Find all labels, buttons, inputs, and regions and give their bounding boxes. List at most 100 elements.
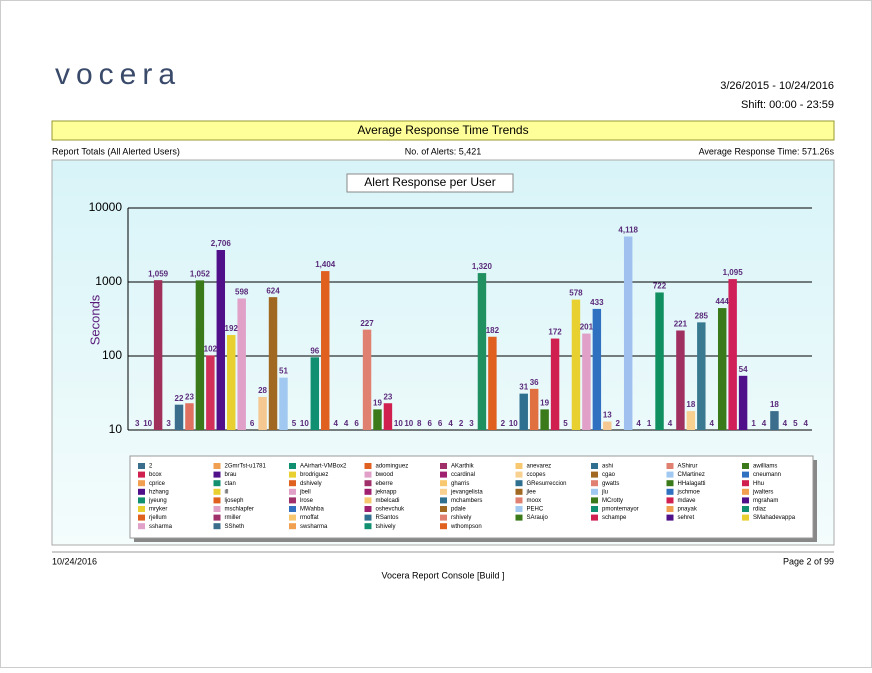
value-label: 3 xyxy=(166,419,171,428)
legend-label: jeknapp xyxy=(375,489,398,495)
legend-label: jlee xyxy=(526,489,537,495)
legend-swatch xyxy=(666,471,674,478)
chart-title: Alert Response per User xyxy=(364,175,495,189)
legend-label: 2GmrTst-u1781 xyxy=(225,464,267,470)
legend-swatch xyxy=(515,488,523,495)
legend-swatch xyxy=(666,497,674,504)
value-label: 5 xyxy=(292,419,297,428)
legend-label: swsharma xyxy=(300,524,328,530)
bar xyxy=(603,421,612,430)
legend-label: ill xyxy=(225,489,229,495)
legend-swatch xyxy=(515,497,523,504)
value-label: 221 xyxy=(674,320,688,329)
value-label: 192 xyxy=(225,324,239,333)
legend-label: AAirhart-VMBox2 xyxy=(300,464,347,470)
value-label: 102 xyxy=(204,344,218,353)
legend-swatch xyxy=(666,463,674,469)
legend-label: MWahba xyxy=(300,507,324,513)
bar xyxy=(623,236,633,430)
value-label: 10 xyxy=(143,419,152,428)
legend-swatch xyxy=(364,506,372,512)
legend-label: jschmoe xyxy=(677,489,701,495)
chart-title-box xyxy=(346,173,514,193)
value-label: 4 xyxy=(344,419,349,428)
legend-label: CMartinez xyxy=(678,472,705,478)
legend-label: oshevchuk xyxy=(376,507,406,513)
bar xyxy=(592,308,602,430)
bar xyxy=(488,336,497,430)
legend-label: bwood xyxy=(376,472,394,478)
legend-label: lrose xyxy=(300,498,314,504)
value-label: 96 xyxy=(310,346,319,355)
value-label: 4 xyxy=(762,419,767,428)
y-tick-label: 10000 xyxy=(89,200,123,214)
legend-swatch xyxy=(213,497,221,504)
legend-swatch xyxy=(742,463,749,469)
legend-swatch xyxy=(138,471,145,478)
bar xyxy=(185,403,194,430)
value-label: 4 xyxy=(636,419,641,428)
value-label: 19 xyxy=(373,398,382,407)
value-label: 4 xyxy=(448,419,453,428)
legend-swatch xyxy=(364,488,372,495)
value-label: 285 xyxy=(695,311,709,320)
value-label: 54 xyxy=(739,365,748,374)
legend-label: moox xyxy=(527,498,542,504)
legend-swatch xyxy=(364,480,372,487)
legend-label: anevarez xyxy=(527,464,552,470)
legend-label: rmoffat xyxy=(300,515,319,521)
legend-swatch xyxy=(289,471,296,478)
value-label: 433 xyxy=(590,298,604,307)
legend-swatch xyxy=(364,497,372,504)
legend-swatch xyxy=(742,514,749,521)
value-label: 6 xyxy=(250,419,255,428)
legend-label: jbell xyxy=(299,489,311,495)
bar xyxy=(728,279,737,430)
bar xyxy=(321,271,330,430)
bar xyxy=(717,308,727,430)
bar xyxy=(676,330,685,430)
legend-swatch xyxy=(213,506,221,512)
bar xyxy=(550,338,560,430)
bar xyxy=(174,404,184,430)
legend-swatch xyxy=(138,463,145,469)
bar xyxy=(738,375,748,430)
legend-label: RSantos xyxy=(376,515,399,521)
value-label: 10 xyxy=(509,419,518,428)
legend-label: wthompson xyxy=(450,524,482,530)
legend-label: rshively xyxy=(451,515,471,521)
legend-label: ccardinal xyxy=(451,472,475,478)
legend-label: mryker xyxy=(149,507,167,513)
legend-swatch xyxy=(515,514,523,521)
legend-label: bcox xyxy=(149,472,162,478)
legend-swatch xyxy=(515,463,523,469)
value-label: 722 xyxy=(653,282,667,291)
legend-swatch xyxy=(213,514,221,521)
value-label: 1 xyxy=(647,419,652,428)
value-label: 1 xyxy=(751,419,756,428)
legend-swatch xyxy=(440,471,447,478)
value-label: 4 xyxy=(668,419,673,428)
legend-swatch xyxy=(364,514,372,521)
bar xyxy=(686,411,696,430)
legend-swatch xyxy=(440,488,447,495)
legend-label: HHalagatti xyxy=(678,481,706,487)
legend-swatch xyxy=(364,463,372,469)
legend-swatch xyxy=(742,480,749,487)
legend-label: mschlapfer xyxy=(225,507,254,513)
bar xyxy=(519,393,528,430)
legend-label: jlu xyxy=(601,489,608,495)
legend-swatch xyxy=(591,471,598,478)
legend-label: SMahadevappa xyxy=(753,515,796,521)
value-label: 8 xyxy=(417,419,422,428)
legend-label: pmontemayor xyxy=(602,507,639,513)
legend-label: 2 xyxy=(149,464,153,470)
value-label: 18 xyxy=(770,400,779,409)
bar xyxy=(540,409,549,430)
legend-swatch xyxy=(213,523,221,530)
legend-swatch xyxy=(742,488,749,495)
legend-swatch xyxy=(440,523,447,530)
legend-label: ljoseph xyxy=(225,498,244,504)
value-label: 3 xyxy=(469,419,474,428)
